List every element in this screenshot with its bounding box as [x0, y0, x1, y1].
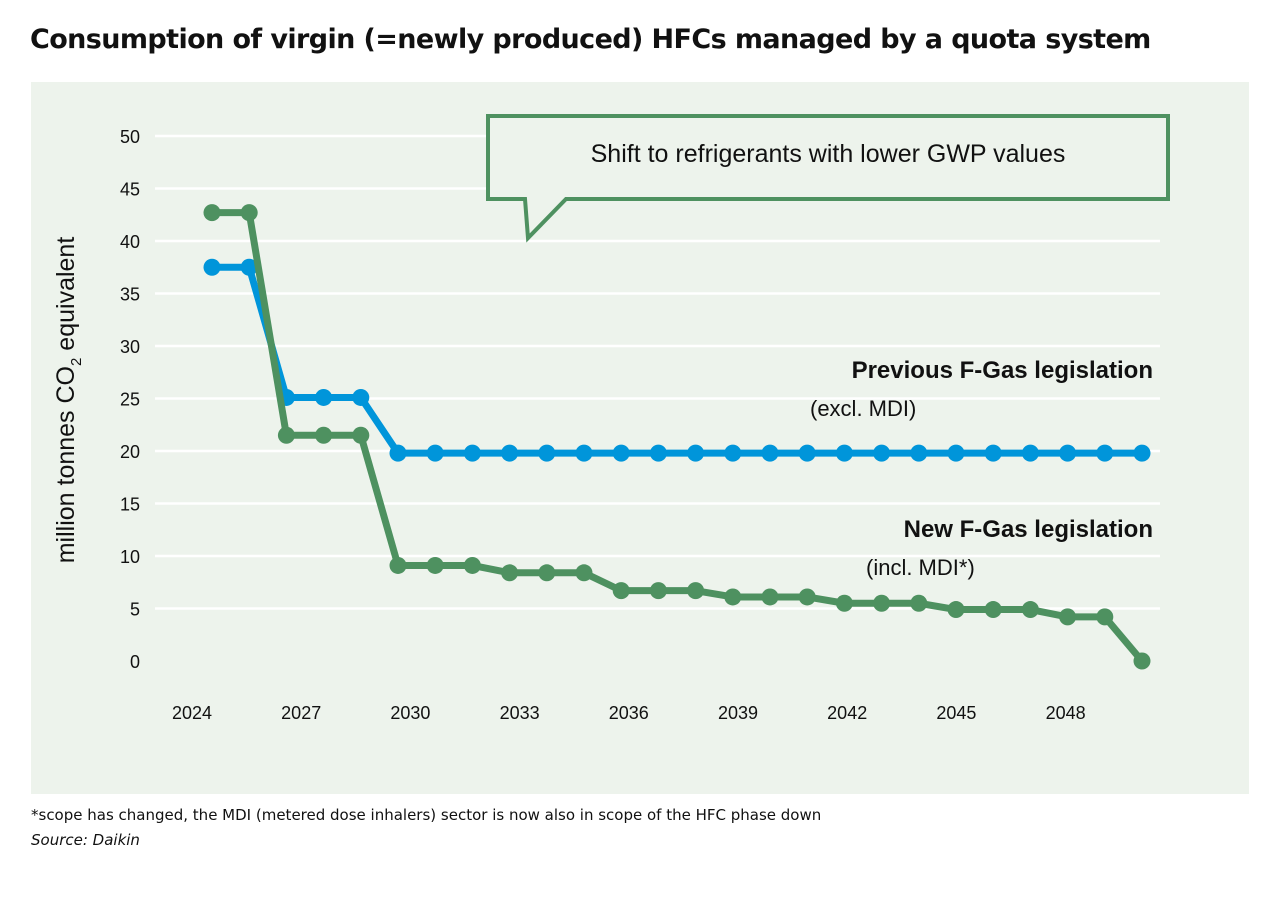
data-point — [277, 426, 295, 444]
y-tick-label: 0 — [130, 652, 140, 672]
callout-bubble — [486, 114, 1170, 243]
data-point — [575, 564, 593, 582]
y-tick-label: 40 — [120, 232, 140, 252]
y-axis-label: million tonnes CO2 equivalent — [52, 237, 85, 564]
y-tick-label: 5 — [130, 600, 140, 620]
x-tick-label: 2048 — [1046, 703, 1086, 723]
data-point — [984, 444, 1002, 462]
data-point — [426, 556, 444, 574]
callout-text: Shift to refrigerants with lower GWP val… — [591, 140, 1066, 168]
series-previous — [203, 258, 1151, 462]
data-point — [240, 258, 258, 276]
legend-previous: Previous F-Gas legislation (excl. MDI) — [810, 357, 1153, 421]
data-point — [1021, 601, 1039, 619]
data-point — [873, 594, 891, 612]
data-point — [984, 601, 1002, 619]
data-point — [538, 444, 556, 462]
data-point — [1059, 608, 1077, 626]
data-point — [575, 444, 593, 462]
legend-new: New F-Gas legislation (incl. MDI*) — [866, 516, 1153, 580]
data-point — [1096, 444, 1114, 462]
data-point — [612, 582, 630, 600]
data-point — [1133, 444, 1151, 462]
data-point — [947, 601, 965, 619]
y-tick-label: 15 — [120, 495, 140, 515]
data-point — [389, 556, 407, 574]
data-point — [501, 564, 519, 582]
data-point — [724, 444, 742, 462]
x-tick-label: 2039 — [718, 703, 758, 723]
data-point — [352, 388, 370, 406]
data-point — [1133, 652, 1151, 670]
data-point — [1021, 444, 1039, 462]
callout: Shift to refrigerants with lower GWP val… — [486, 114, 1170, 243]
data-point — [687, 582, 705, 600]
x-tick-label: 2027 — [281, 703, 321, 723]
data-point — [687, 444, 705, 462]
data-point — [315, 388, 333, 406]
data-point — [203, 204, 221, 222]
data-point — [501, 444, 519, 462]
y-tick-label: 20 — [120, 442, 140, 462]
footnote: *scope has changed, the MDI (metered dos… — [31, 806, 822, 824]
series-line — [212, 209, 1145, 664]
data-point — [352, 426, 370, 444]
x-tick-label: 2030 — [390, 703, 430, 723]
data-point — [649, 444, 667, 462]
data-point — [761, 444, 779, 462]
data-point — [910, 594, 928, 612]
data-point — [463, 556, 481, 574]
data-point — [538, 564, 556, 582]
series-note-new: (incl. MDI*) — [866, 555, 975, 580]
data-point — [761, 588, 779, 606]
y-tick-label: 45 — [120, 180, 140, 200]
series-note-previous: (excl. MDI) — [810, 396, 916, 421]
source-note: Source: Daikin — [31, 831, 140, 849]
x-tick-label: 2024 — [172, 703, 212, 723]
x-tick-label: 2033 — [500, 703, 540, 723]
data-point — [947, 444, 965, 462]
y-tick-label: 25 — [120, 390, 140, 410]
data-point — [240, 204, 258, 222]
data-point — [910, 444, 928, 462]
chart-title: Consumption of virgin (=newly produced) … — [30, 24, 1151, 55]
data-point — [724, 588, 742, 606]
series-label-previous: Previous F-Gas legislation — [852, 357, 1153, 384]
y-tick-label: 35 — [120, 285, 140, 305]
data-point — [426, 444, 444, 462]
series-new — [203, 204, 1151, 670]
series-label-new: New F-Gas legislation — [904, 516, 1153, 543]
data-point — [649, 582, 667, 600]
data-point — [835, 594, 853, 612]
data-point — [1096, 608, 1114, 626]
data-point — [1059, 444, 1077, 462]
data-point — [389, 444, 407, 462]
data-point — [798, 588, 816, 606]
x-tick-label: 2045 — [936, 703, 976, 723]
data-point — [612, 444, 630, 462]
data-point — [463, 444, 481, 462]
data-point — [798, 444, 816, 462]
x-tick-label: 2036 — [609, 703, 649, 723]
x-tick-label: 2042 — [827, 703, 867, 723]
data-point — [203, 258, 221, 276]
data-point — [315, 426, 333, 444]
y-tick-label: 30 — [120, 337, 140, 357]
data-point — [873, 444, 891, 462]
y-tick-label: 50 — [120, 127, 140, 147]
y-tick-label: 10 — [120, 547, 140, 567]
data-point — [835, 444, 853, 462]
